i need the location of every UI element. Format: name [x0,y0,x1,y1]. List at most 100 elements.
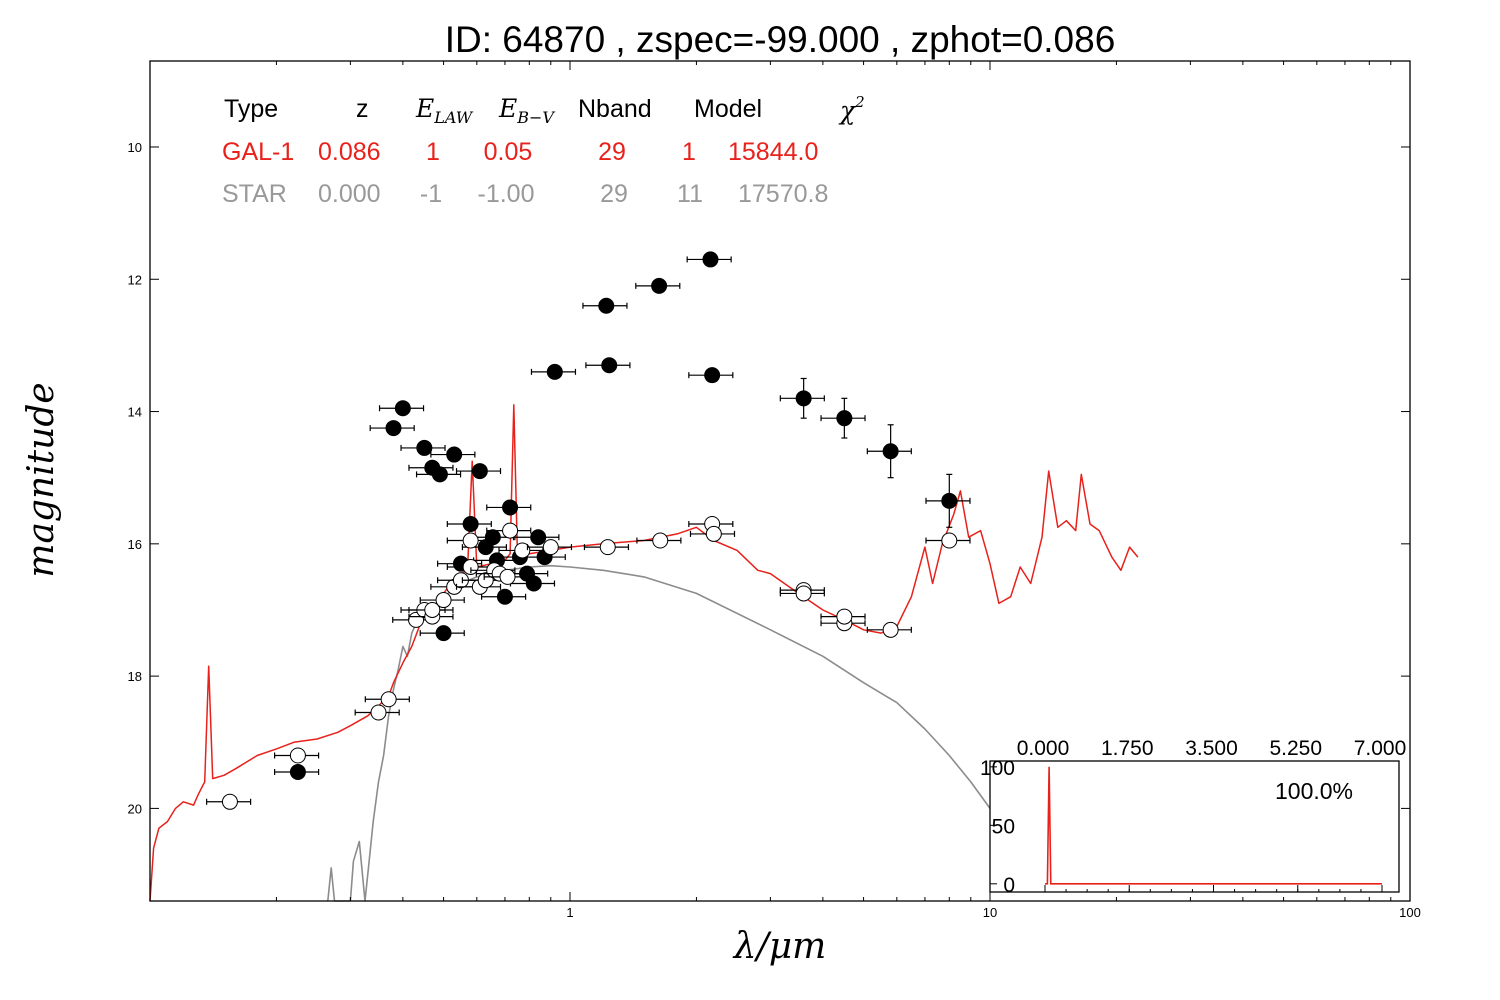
point-marker [941,532,958,549]
row-star-chi2: 17570.8 [738,180,828,208]
point-marker [795,390,812,407]
point-marker [496,588,513,605]
row-star-z: 0.000 [318,180,381,208]
inset-x-tick-label: 5.250 [1269,737,1322,760]
table-header-ebv: EB−V [498,94,555,127]
table-header-model: Model [694,95,762,123]
inset-y-tick-label: 100 [980,757,1015,780]
table-header-z: z [356,95,369,123]
model-point-1 [273,747,320,764]
point-marker [941,492,958,509]
y-tick-label: 12 [128,272,142,287]
model-point-29 [866,621,912,638]
point-marker [836,608,853,625]
point-marker [394,400,411,417]
point-marker [652,532,669,549]
model-point-8 [419,592,465,609]
point-marker [424,601,441,618]
pdz-line [1045,766,1382,885]
observed-point-9 [446,515,492,532]
point-marker [484,529,501,546]
point-marker [289,747,306,764]
point-marker [882,443,899,460]
observed-point-3 [400,439,446,456]
inset-frame [989,760,1400,893]
model-point-22 [636,532,682,549]
inset-annotation: 100.0% [1275,778,1353,804]
observed-point-6 [419,625,465,642]
point-marker [471,463,488,480]
fit-table: Type z ELAW EB−V Nband Model χ2 GAL-1 0.… [222,93,865,208]
row-gal-chi2: 15844.0 [728,138,818,166]
model-point-17 [483,568,529,585]
point-marker [836,410,853,427]
inset-x-tick-label: 1.750 [1101,737,1154,760]
model-point-18 [486,522,532,539]
inset-x-tick-label: 3.500 [1185,737,1238,760]
point-marker [601,357,618,374]
point-marker [385,420,402,437]
row-gal-model: 1 [682,138,696,166]
y-tick-label: 14 [128,405,142,420]
plot-frame [149,60,1411,902]
point-marker [416,439,433,456]
x-tick-label: 10 [983,905,997,920]
observed-point-26 [688,367,734,384]
row-star-model: 11 [677,180,703,208]
observed-point-7 [430,446,476,463]
inset-x-tick-label: 7.000 [1354,737,1407,760]
observed-point-23 [585,357,631,374]
row-gal-z: 0.086 [318,138,381,166]
row-star-ebv: -1.00 [478,180,535,208]
model-point-20 [526,539,573,556]
x-tick-label: 1 [566,905,573,920]
point-marker [546,363,563,380]
y-tick-label: 20 [128,801,142,816]
y-axis-label: magnitude [21,382,62,577]
point-marker [702,251,719,268]
model-point-24 [689,525,736,542]
model-point-0 [206,793,252,810]
observed-point-15 [486,499,532,516]
observed-point-30 [925,473,971,528]
marks-layer [149,251,1139,902]
table-header-nband: Nband [578,95,652,123]
observed-point-22 [582,297,628,314]
point-marker [514,542,531,559]
y-tick-label: 10 [128,140,142,155]
point-marker [795,585,812,602]
point-marker [598,297,615,314]
point-marker [435,592,452,609]
point-marker [435,625,452,642]
row-gal-ebv: 0.05 [484,138,533,166]
observed-point-27 [779,377,825,419]
point-marker [542,539,559,556]
point-marker [370,704,387,721]
observed-point-2 [378,400,425,417]
point-marker [462,532,479,549]
row-star-type: STAR [222,180,287,208]
pdz-inset: 0.000 1.750 3.500 5.250 7.000 0 50 100 100.0% [980,737,1406,897]
observed-point-28 [820,397,866,439]
x-tick-label: 100 [1399,905,1421,920]
table-header-chi2: χ2 [838,93,865,125]
point-marker [462,515,479,532]
model-point-28 [820,608,866,625]
row-star-elaw: -1 [420,180,442,208]
observed-point-21 [530,363,577,380]
point-marker [446,446,463,463]
point-marker [530,529,547,546]
point-marker [651,277,668,294]
model-point-2 [354,704,400,721]
chart-title: ID: 64870 , zspec=-99.000 , zphot=0.086 [445,19,1116,60]
point-marker [882,621,899,638]
model-point-3 [364,691,410,708]
row-gal-type: GAL-1 [222,138,294,166]
model-point-21 [583,539,630,556]
table-header-elaw: ELAW [415,94,474,127]
inset-layer: 0.000 1.750 3.500 5.250 7.000 0 50 100 [980,737,1406,897]
observed-point-14 [481,588,527,605]
observed-point-24 [635,277,681,294]
point-marker [705,525,722,542]
